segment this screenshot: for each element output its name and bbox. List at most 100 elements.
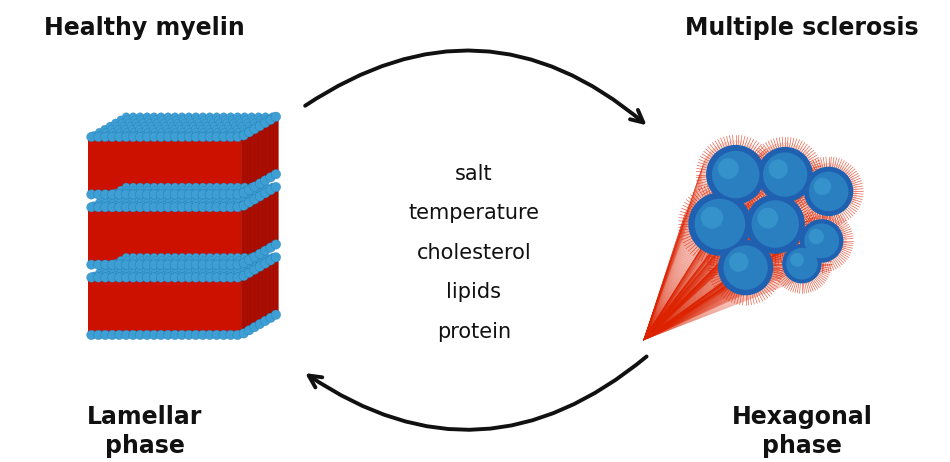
Circle shape bbox=[212, 195, 220, 203]
Circle shape bbox=[222, 131, 230, 140]
Circle shape bbox=[212, 266, 220, 274]
Circle shape bbox=[123, 113, 130, 121]
Circle shape bbox=[111, 131, 119, 140]
Circle shape bbox=[161, 119, 168, 127]
Circle shape bbox=[93, 202, 103, 212]
Circle shape bbox=[106, 122, 114, 130]
Circle shape bbox=[212, 260, 221, 269]
Circle shape bbox=[240, 113, 249, 121]
Circle shape bbox=[169, 262, 177, 271]
Circle shape bbox=[116, 199, 124, 207]
Circle shape bbox=[250, 252, 259, 261]
Circle shape bbox=[227, 113, 235, 121]
Circle shape bbox=[207, 186, 216, 194]
Circle shape bbox=[255, 183, 262, 191]
Circle shape bbox=[205, 189, 215, 199]
Circle shape bbox=[251, 189, 258, 197]
Circle shape bbox=[153, 119, 162, 127]
Circle shape bbox=[205, 266, 213, 274]
Circle shape bbox=[136, 195, 143, 203]
Circle shape bbox=[232, 192, 239, 201]
Circle shape bbox=[113, 192, 121, 201]
Circle shape bbox=[200, 199, 208, 207]
Circle shape bbox=[140, 119, 147, 127]
Circle shape bbox=[212, 125, 220, 133]
Circle shape bbox=[266, 255, 275, 265]
Circle shape bbox=[165, 116, 174, 124]
Circle shape bbox=[199, 113, 207, 121]
Circle shape bbox=[226, 273, 236, 282]
Circle shape bbox=[180, 272, 189, 280]
Circle shape bbox=[220, 128, 229, 136]
Circle shape bbox=[184, 125, 192, 133]
Circle shape bbox=[757, 208, 778, 229]
Circle shape bbox=[800, 219, 844, 263]
Circle shape bbox=[86, 273, 96, 282]
Circle shape bbox=[86, 189, 96, 199]
Circle shape bbox=[191, 189, 200, 199]
Circle shape bbox=[251, 119, 258, 127]
Circle shape bbox=[157, 183, 165, 191]
Circle shape bbox=[163, 132, 173, 142]
Circle shape bbox=[106, 192, 114, 201]
Circle shape bbox=[156, 273, 165, 282]
Polygon shape bbox=[87, 185, 278, 207]
Circle shape bbox=[256, 262, 265, 271]
Circle shape bbox=[215, 256, 222, 264]
Circle shape bbox=[179, 269, 187, 277]
Circle shape bbox=[122, 273, 131, 282]
Circle shape bbox=[203, 122, 212, 130]
Circle shape bbox=[186, 116, 195, 124]
Circle shape bbox=[164, 113, 172, 121]
Circle shape bbox=[214, 128, 221, 136]
Circle shape bbox=[163, 125, 171, 133]
Circle shape bbox=[137, 199, 145, 207]
Circle shape bbox=[128, 195, 137, 203]
Circle shape bbox=[124, 131, 133, 140]
Circle shape bbox=[200, 128, 208, 136]
Circle shape bbox=[176, 122, 183, 130]
Circle shape bbox=[164, 183, 172, 191]
Circle shape bbox=[701, 207, 723, 229]
Circle shape bbox=[166, 131, 175, 140]
Circle shape bbox=[160, 201, 168, 210]
Circle shape bbox=[122, 266, 130, 274]
Circle shape bbox=[260, 316, 270, 326]
Circle shape bbox=[172, 269, 180, 277]
Polygon shape bbox=[87, 278, 241, 335]
Circle shape bbox=[149, 132, 159, 142]
Circle shape bbox=[179, 128, 187, 136]
Circle shape bbox=[171, 253, 179, 261]
Circle shape bbox=[218, 260, 228, 269]
Circle shape bbox=[186, 128, 194, 136]
Circle shape bbox=[256, 186, 264, 194]
Circle shape bbox=[170, 266, 179, 274]
Circle shape bbox=[205, 202, 215, 212]
Circle shape bbox=[198, 260, 207, 269]
FancyArrowPatch shape bbox=[309, 357, 647, 430]
Circle shape bbox=[158, 128, 166, 136]
Circle shape bbox=[131, 116, 139, 124]
Circle shape bbox=[201, 131, 210, 140]
Circle shape bbox=[263, 116, 271, 124]
Circle shape bbox=[219, 195, 227, 203]
Circle shape bbox=[191, 330, 200, 340]
Circle shape bbox=[205, 260, 215, 269]
Circle shape bbox=[261, 183, 270, 191]
Circle shape bbox=[143, 253, 151, 261]
Circle shape bbox=[163, 266, 171, 274]
Circle shape bbox=[250, 322, 259, 332]
Circle shape bbox=[195, 189, 203, 197]
Circle shape bbox=[174, 272, 181, 280]
Circle shape bbox=[109, 269, 118, 277]
Circle shape bbox=[157, 195, 164, 203]
Circle shape bbox=[101, 132, 110, 142]
Circle shape bbox=[244, 189, 252, 197]
Circle shape bbox=[144, 186, 153, 194]
Circle shape bbox=[244, 260, 252, 267]
Circle shape bbox=[198, 132, 207, 142]
Circle shape bbox=[236, 256, 243, 264]
Circle shape bbox=[90, 272, 98, 280]
Circle shape bbox=[148, 262, 156, 271]
Circle shape bbox=[222, 201, 230, 210]
